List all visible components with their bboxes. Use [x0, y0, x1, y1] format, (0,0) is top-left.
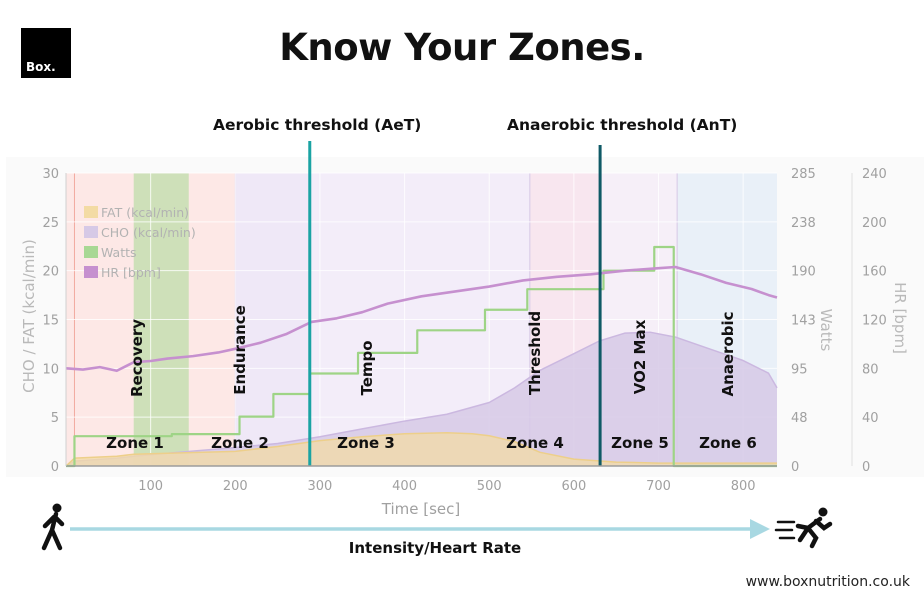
x-tick-label: 200	[223, 479, 248, 494]
x-tick-label: 700	[646, 479, 671, 494]
x-tick-label: 100	[138, 479, 163, 494]
runner-body	[795, 516, 833, 549]
intensity-label: Intensity/Heart Rate	[348, 539, 522, 557]
walker-head	[52, 503, 62, 513]
hr-tick-label: 120	[862, 314, 887, 329]
hr-tick-label: 240	[862, 167, 887, 182]
page-title: Know Your Zones.	[279, 26, 645, 69]
fat-series-line	[65, 432, 777, 467]
legend-entry: FAT (kcal/min)	[101, 205, 189, 220]
intensity-arrow-head	[750, 519, 770, 539]
left-tick-label: 30	[42, 167, 59, 182]
left-tick-label: 5	[51, 411, 59, 426]
website-url: www.boxnutrition.co.uk	[745, 574, 910, 590]
zone-name: Zone 2	[211, 434, 269, 452]
zone-name: Zone 6	[699, 434, 757, 452]
zone-name: Zone 4	[506, 434, 564, 452]
hr-series-line	[65, 265, 778, 373]
hr-axis-title: HR [bpm]	[891, 282, 909, 354]
legend-swatch	[84, 206, 98, 218]
left-tick-label: 25	[42, 216, 59, 231]
hr-tick-label: 80	[862, 362, 879, 377]
zone-label: Threshold	[526, 311, 544, 395]
sprinting-person-icon	[774, 507, 833, 549]
hr-tick-label: 200	[862, 216, 887, 231]
zone-label: Endurance	[231, 305, 249, 395]
left-tick-label: 15	[42, 314, 59, 329]
watts-series-line	[66, 245, 777, 468]
zone-label: Recovery	[128, 319, 146, 397]
legend-swatch	[84, 226, 98, 238]
anaerobic-threshold-label: Anaerobic threshold (AnT)	[507, 116, 738, 134]
zone-label: Tempo	[358, 340, 376, 395]
walker-body	[41, 511, 65, 551]
legend-entry: CHO (kcal/min)	[101, 225, 196, 240]
hr-tick-label: 160	[862, 265, 887, 280]
watts-tick-label: 0	[791, 460, 799, 475]
legend-entry: HR [bpm]	[101, 265, 161, 280]
walking-person-icon	[41, 503, 65, 551]
aerobic-threshold-label: Aerobic threshold (AeT)	[213, 116, 422, 134]
x-tick-label: 400	[392, 479, 417, 494]
zone-label: Anaerobic	[719, 311, 737, 396]
watts-tick-label: 285	[791, 167, 816, 182]
hr-tick-label: 0	[862, 460, 870, 475]
x-tick-label: 800	[731, 479, 756, 494]
left-axis-title: CHO / FAT (kcal/min)	[20, 239, 38, 393]
left-tick-label: 0	[51, 460, 59, 475]
legend-swatch	[84, 246, 98, 258]
runner-head	[818, 507, 828, 517]
watts-tick-label: 190	[791, 265, 816, 280]
watts-tick-label: 48	[791, 411, 808, 426]
watts-axis-title: Watts	[817, 308, 835, 352]
zone-label: VO2 Max	[631, 319, 649, 394]
zone-name: Zone 3	[337, 434, 395, 452]
x-tick-label: 600	[561, 479, 586, 494]
fat-series-area	[66, 432, 777, 466]
runner-speed-lines	[774, 520, 796, 540]
x-axis-title: Time [sec]	[381, 500, 460, 518]
watts-tick-label: 143	[791, 314, 816, 329]
watts-tick-label: 238	[791, 216, 816, 231]
box-logo: Box.	[21, 28, 71, 78]
left-tick-label: 20	[42, 265, 59, 280]
zone-name: Zone 1	[106, 434, 164, 452]
legend-entry: Watts	[101, 245, 137, 260]
hr-tick-label: 40	[862, 411, 879, 426]
logo-text: Box.	[26, 60, 56, 74]
x-tick-label: 300	[308, 479, 333, 494]
zone-name: Zone 5	[611, 434, 669, 452]
x-tick-label: 500	[477, 479, 502, 494]
left-tick-label: 10	[42, 362, 59, 377]
watts-tick-label: 95	[791, 362, 808, 377]
legend-swatch	[84, 266, 98, 278]
